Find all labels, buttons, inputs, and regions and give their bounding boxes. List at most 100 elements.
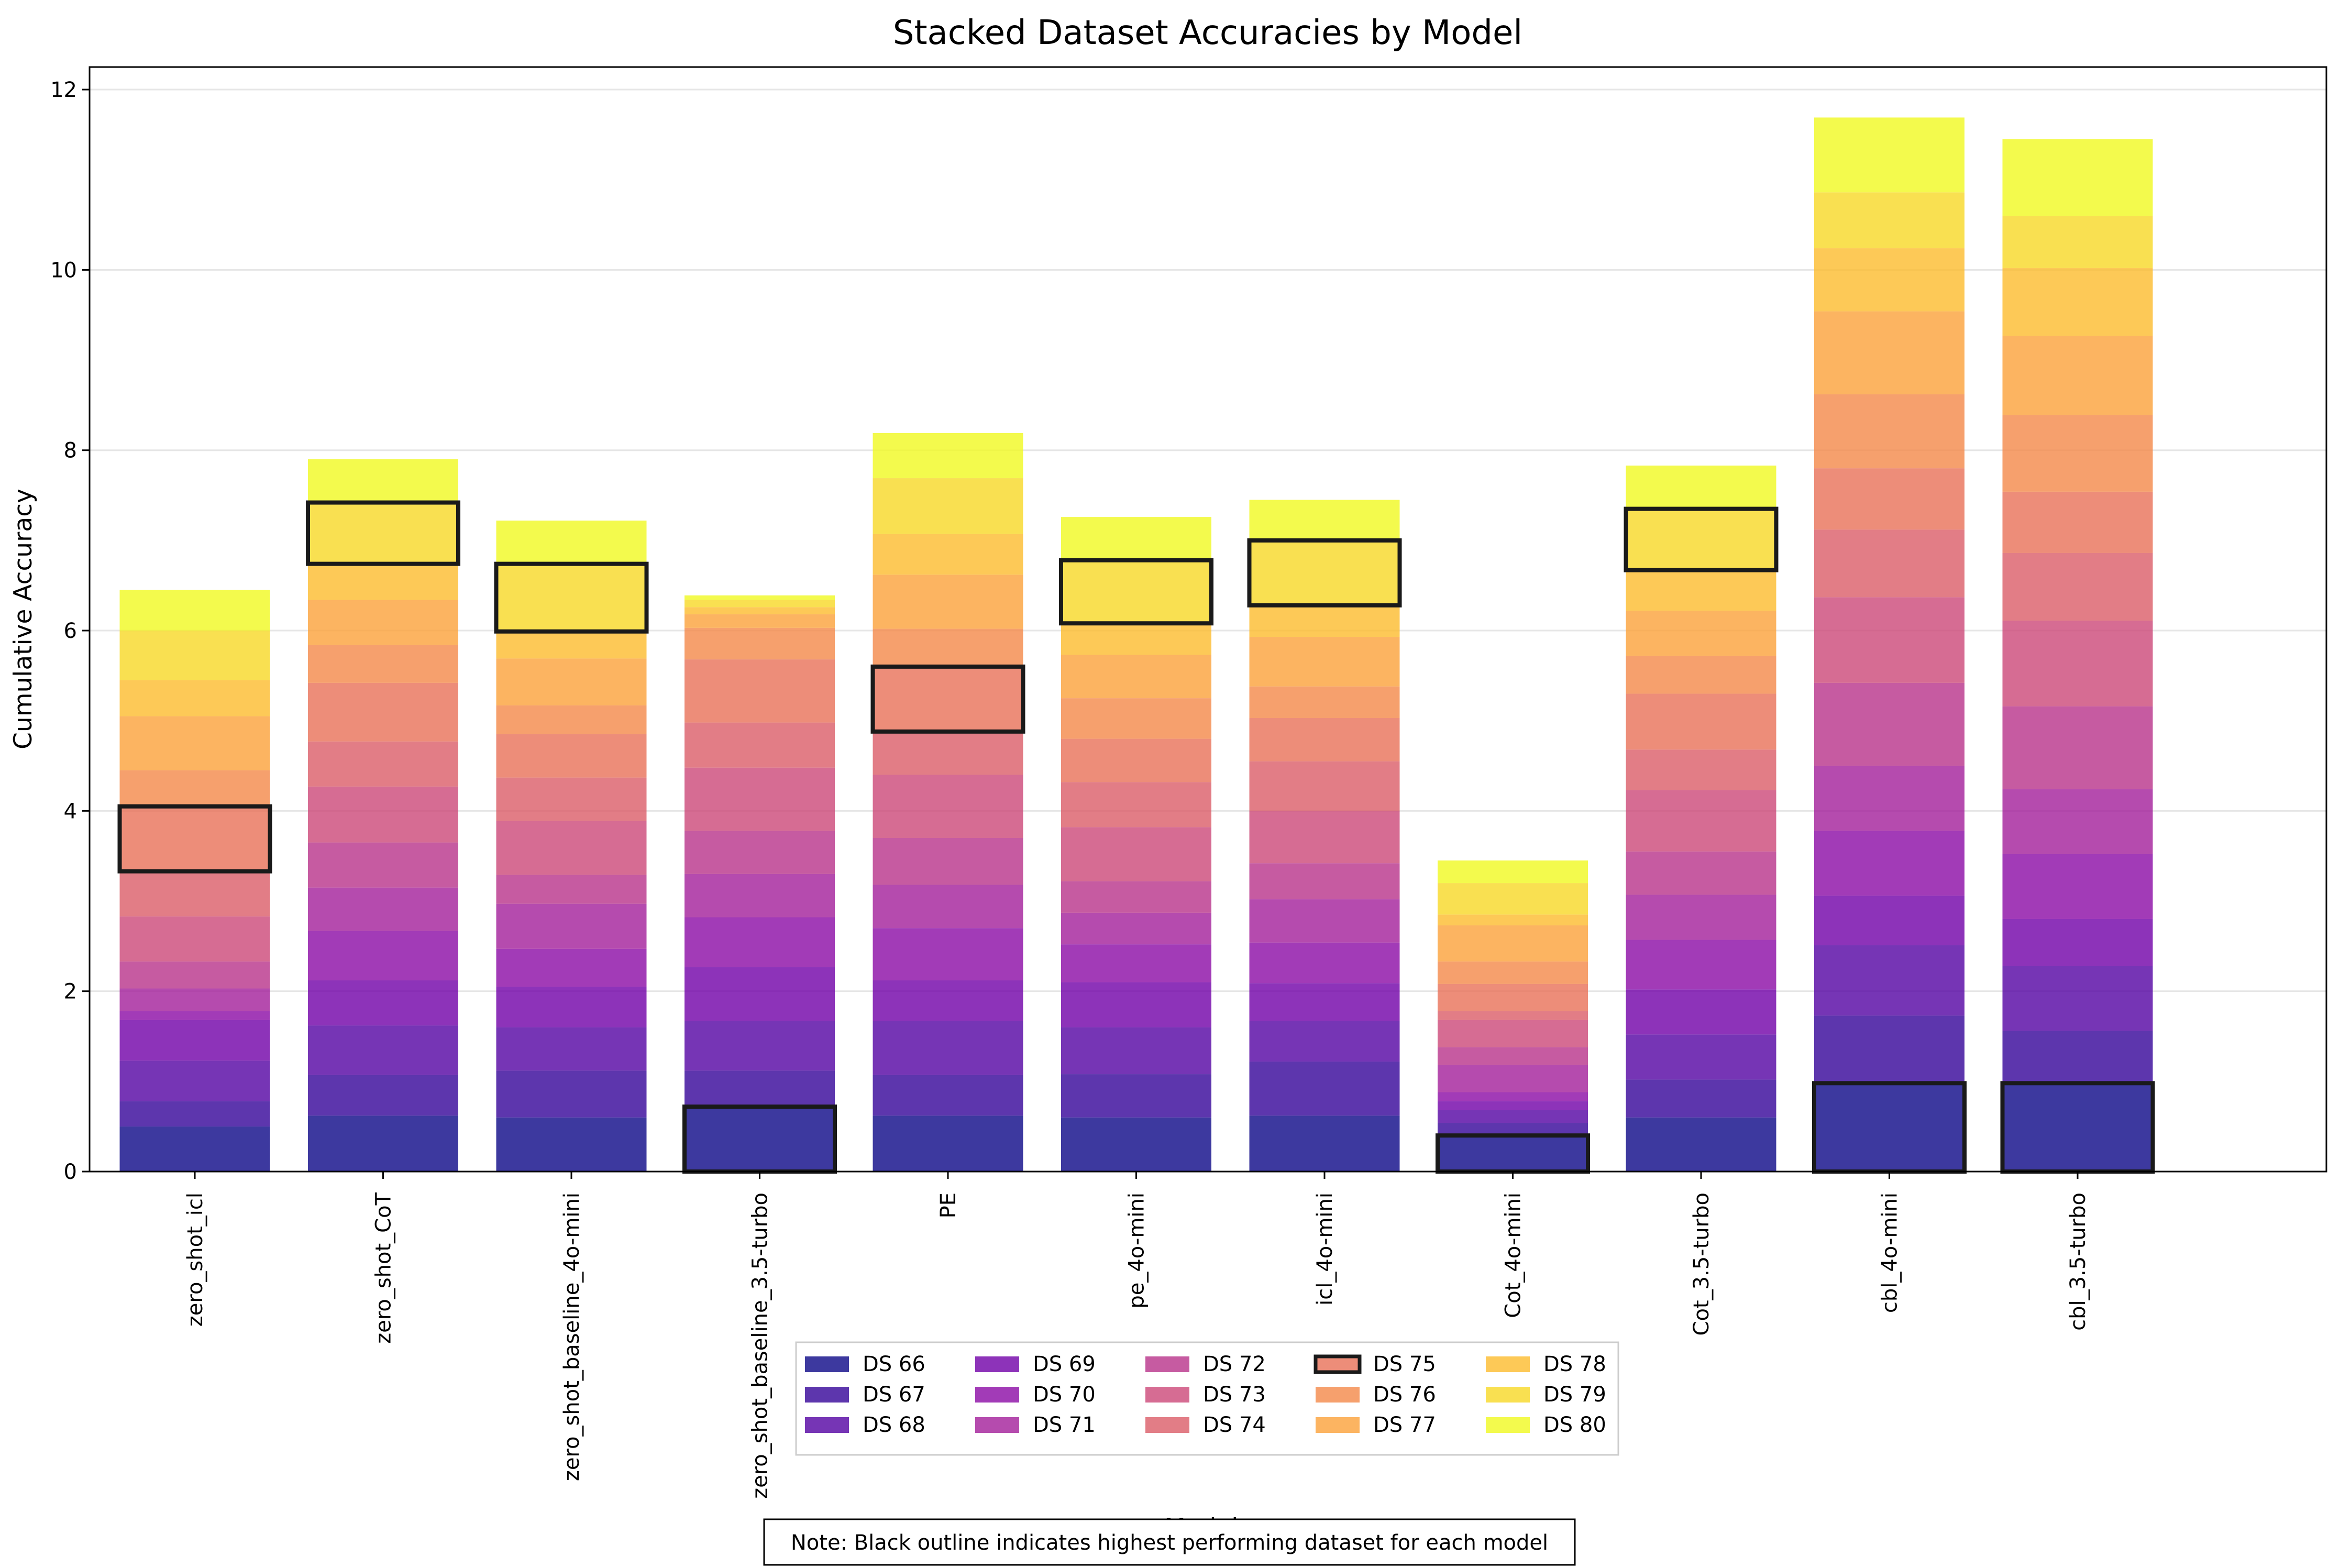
bar-segment [1814,945,1964,1016]
note-frame [763,1518,1576,1566]
bar-segment [1626,790,1776,852]
bar-segment [685,1021,835,1071]
bar-segment [1438,1092,1588,1101]
bar-segment [1814,117,1964,193]
bar-segment [685,595,835,600]
bar-segment [1438,984,1588,1011]
bar-segment [1438,1020,1588,1047]
legend-swatch [1145,1356,1189,1372]
bar-segment [119,988,270,1011]
bar-segment [1249,637,1400,687]
bar-segment [2002,216,2153,268]
bar-segment [2002,621,2153,706]
bar-segment [873,1116,1023,1172]
bar-segment [685,967,835,1021]
bar-segment [119,680,270,716]
x-tick-label: Cot_4o-mini [1502,1192,1526,1318]
bar-segment [873,928,1023,981]
legend-label: DS 72 [1203,1352,1266,1376]
bar-segment [1249,718,1400,761]
bar-segment [1061,517,1211,560]
highlight-outline [1059,558,1213,626]
bar-segment [119,1061,270,1101]
bar-segment [1814,896,1964,945]
bar-segment [1438,1047,1588,1065]
x-tick-label: zero_shot_baseline_3.5-turbo [748,1192,772,1499]
legend-swatch [805,1417,849,1433]
bar-segment [1249,1116,1400,1172]
bar-segment [685,607,835,615]
bar-segment [1626,509,1776,570]
bar-segment [1438,1123,1588,1136]
bar-segment [1814,1015,1964,1084]
bar-segment [1061,912,1211,945]
bar-segment [1061,782,1211,827]
bar-segment [1438,925,1588,962]
legend-swatch [805,1387,849,1403]
bar-segment [1626,656,1776,694]
bar-segment [308,1116,458,1172]
legend-label: DS 71 [1033,1413,1096,1437]
x-tick-label: cbl_4o-mini [1878,1192,1902,1313]
y-axis-label: Cumulative Accuracy [9,489,38,749]
legend: DS 66 DS 67 DS 68 DS 69 DS 70 DS 71 DS 72 DS 73… [795,1341,1619,1456]
bar-segment [308,564,458,600]
bar-segment [119,871,270,916]
bar-segment [1249,500,1400,540]
bar-segment [496,734,647,778]
legend-label: DS 76 [1373,1383,1436,1407]
bar-segment [496,1027,647,1071]
bar-segment [2002,491,2153,553]
bar-segment [1249,811,1400,864]
bar-segment [1626,1117,1776,1172]
bar-segment [1249,686,1400,719]
bar-segment [496,631,647,659]
bar-segment [496,520,647,564]
bar-segment [1438,1065,1588,1092]
bar-segment [1626,851,1776,895]
bar-segment [1249,863,1400,900]
bar-segment [685,659,835,723]
bar-segment [308,931,458,981]
bar-segment [1061,1117,1211,1172]
bar-segment [119,1126,270,1172]
bar-segment [119,1101,270,1127]
highlight-outline [494,561,649,634]
bar-segment [119,716,270,770]
bar-segment [873,885,1023,929]
legend-swatch [975,1356,1019,1372]
bar-segment [873,980,1023,1021]
bar-segment [2002,1031,2153,1084]
bar-segment [1814,529,1964,598]
x-tick-label: PE [936,1192,961,1218]
bar-segment [1061,560,1211,624]
legend-swatch [975,1417,1019,1433]
bar-segment [1814,597,1964,683]
plot-frame [89,66,2327,1173]
bar-segment [873,433,1023,479]
bar-segment [873,775,1023,838]
legend-label: DS 78 [1543,1352,1606,1376]
bar-segment [119,916,270,962]
bar-segment [308,1075,458,1116]
legend-swatch [1316,1387,1360,1403]
bar-segment [685,1070,835,1107]
legend-swatch [1486,1417,1530,1433]
bar-segment [308,645,458,683]
bar-segment [1814,248,1964,312]
bar-segment [1626,611,1776,656]
bar-segment [496,948,647,987]
bar-segment [1814,766,1964,831]
bar-segment [2002,139,2153,216]
bar-segment [1438,1110,1588,1123]
bar-segment [685,874,835,918]
bar-segment [1814,192,1964,249]
chart-title: Stacked Dataset Accuracies by Model [893,14,1522,52]
highlight-outline [306,500,460,566]
bar-segment [119,1020,270,1061]
bar-segment [2002,415,2153,492]
bar-segment [685,1107,835,1172]
legend-label: DS 77 [1373,1413,1436,1437]
bar-segment [873,1021,1023,1075]
bar-segment [1249,983,1400,1021]
